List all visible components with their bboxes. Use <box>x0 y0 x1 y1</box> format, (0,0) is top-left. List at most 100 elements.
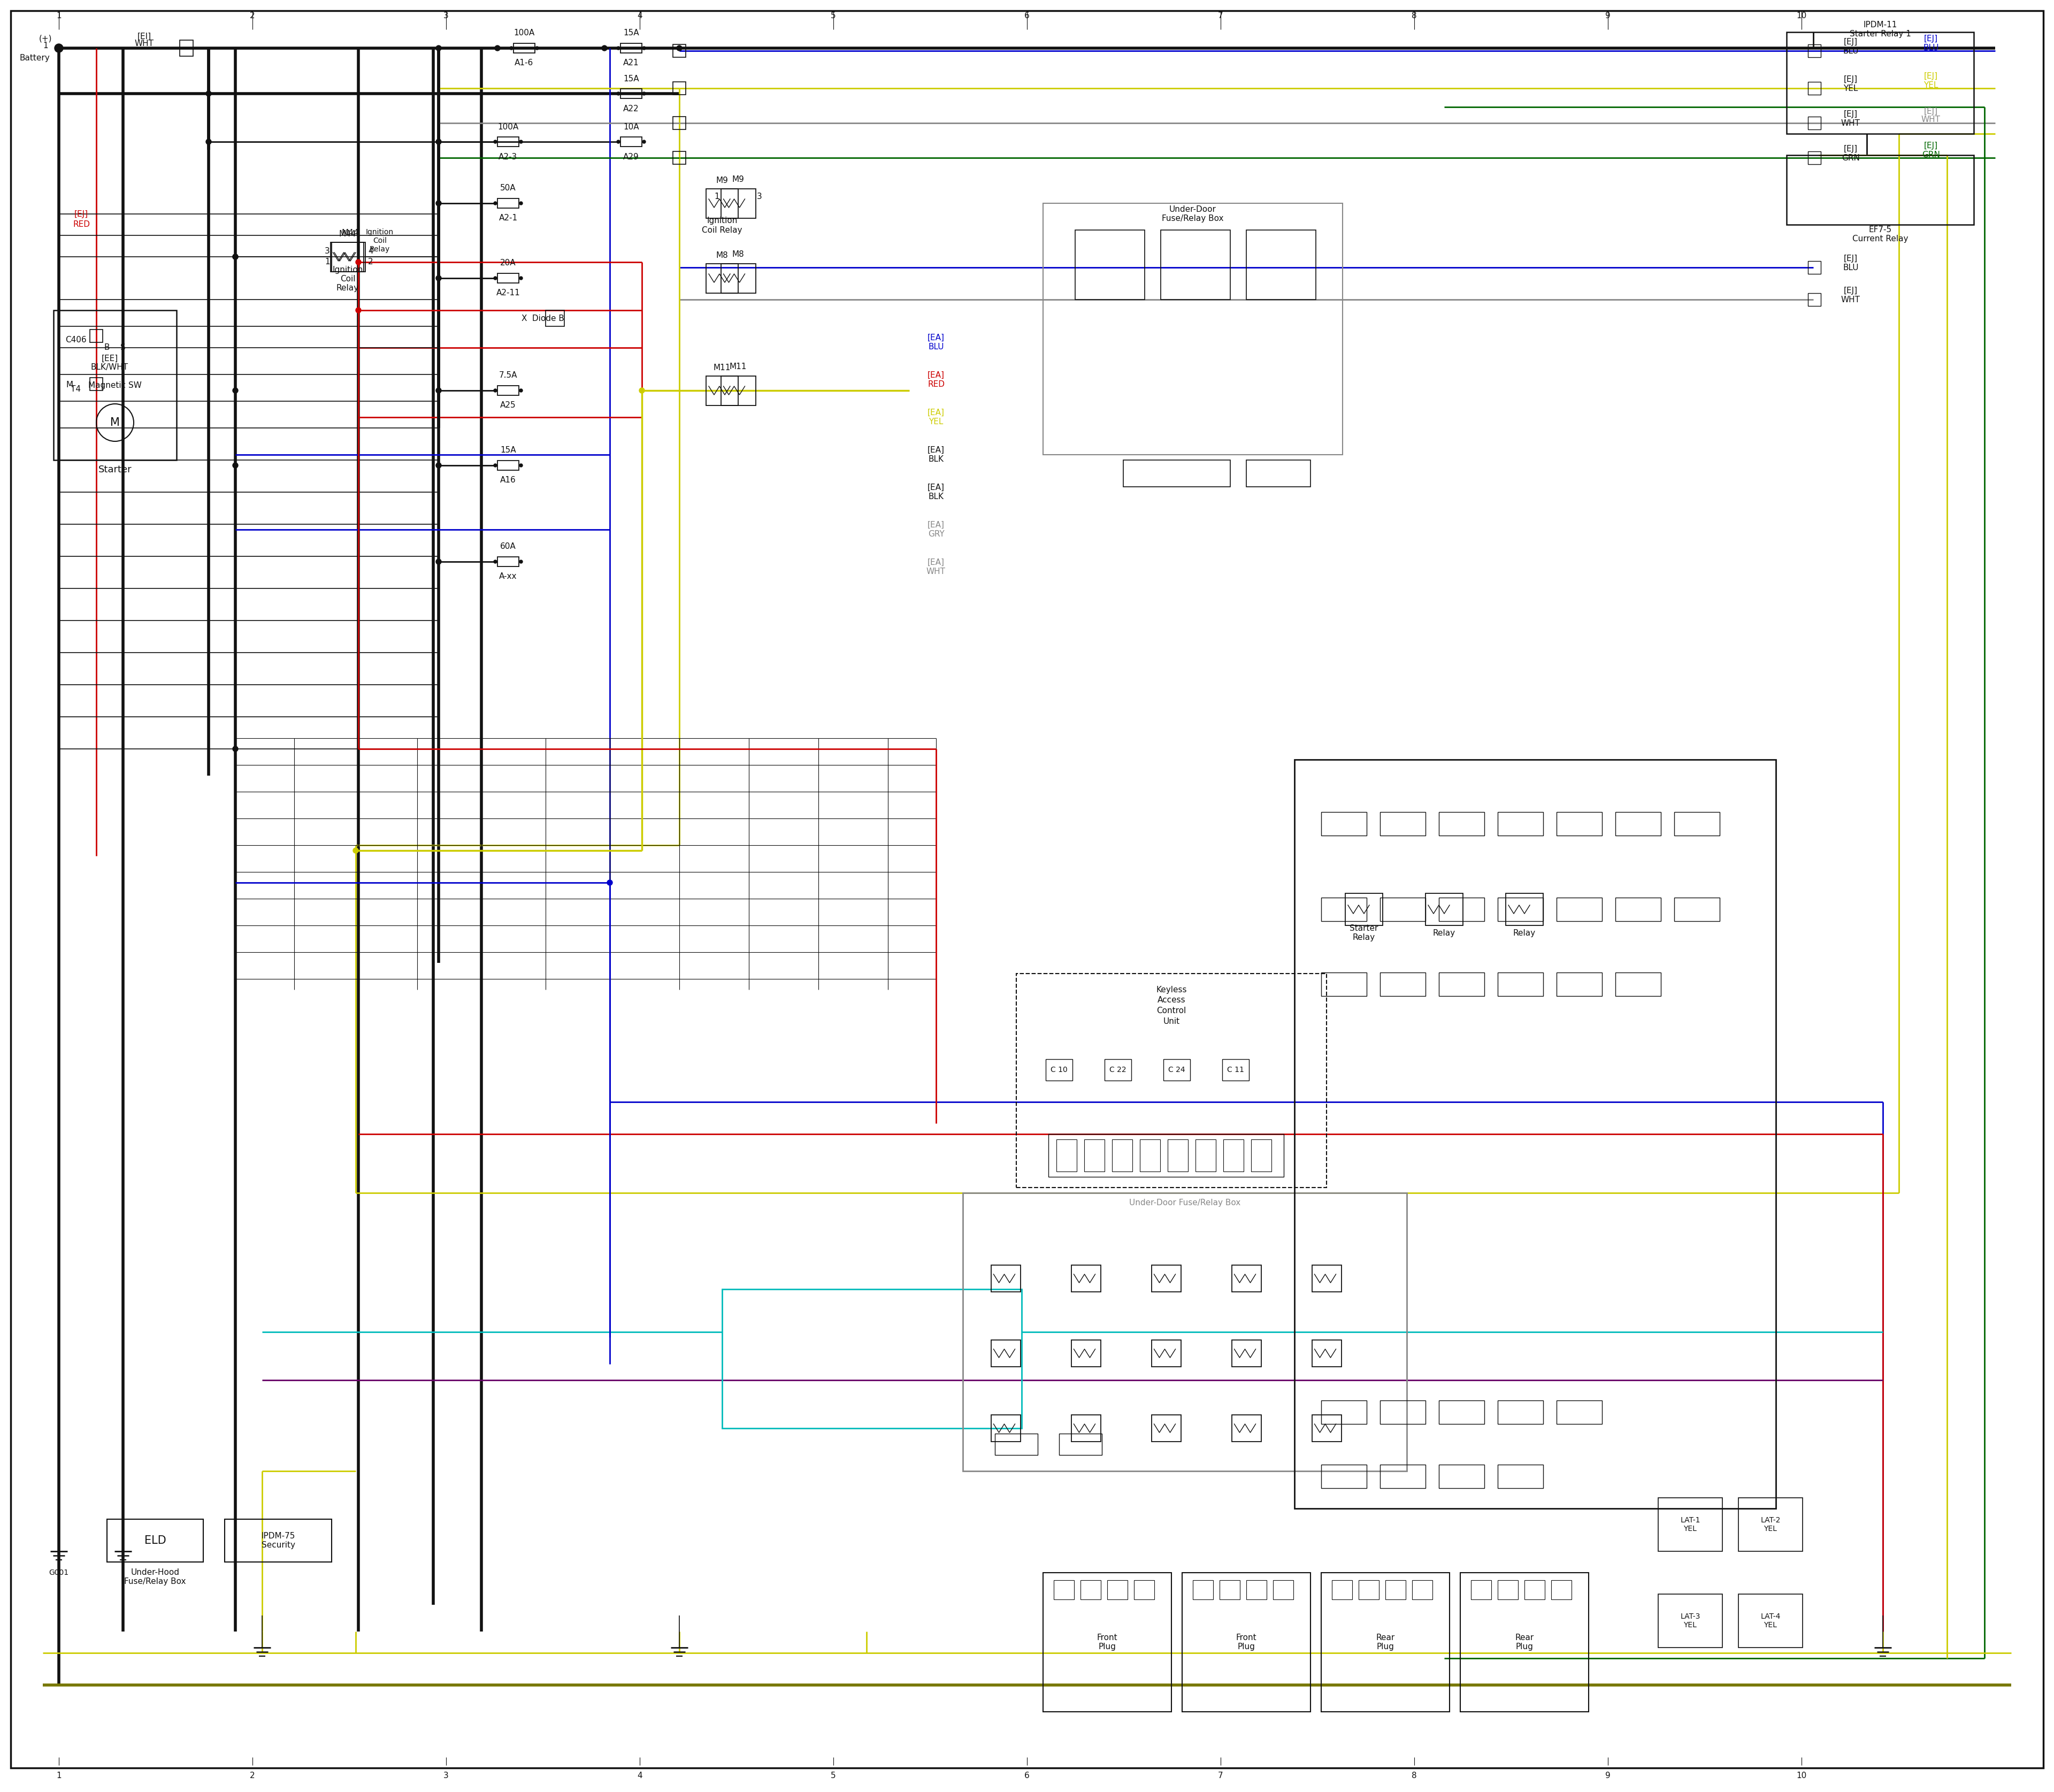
Text: IPDM-11
Starter Relay 1: IPDM-11 Starter Relay 1 <box>1849 22 1910 38</box>
Text: 2: 2 <box>368 258 374 267</box>
Bar <box>1043 1573 1171 1711</box>
Bar <box>1524 1581 1545 1600</box>
Bar <box>90 378 103 391</box>
Text: LAT-3
YEL: LAT-3 YEL <box>1680 1613 1701 1629</box>
Bar <box>1321 973 1366 996</box>
Text: 3: 3 <box>444 1772 448 1779</box>
Bar <box>331 242 366 271</box>
Text: Ignition
Coil Relay: Ignition Coil Relay <box>702 217 741 235</box>
Text: Starter: Starter <box>99 464 131 475</box>
Bar <box>90 330 103 342</box>
Text: C 22: C 22 <box>1109 1066 1126 1073</box>
Bar <box>1497 812 1543 835</box>
Bar <box>1658 1498 1723 1552</box>
Text: [EA]
BLK: [EA] BLK <box>928 446 945 464</box>
Circle shape <box>493 276 497 280</box>
Bar <box>994 1434 1037 1455</box>
Bar <box>1152 1265 1181 1292</box>
Bar <box>1321 812 1366 835</box>
Bar <box>1070 1265 1101 1292</box>
Text: Magnetic SW: Magnetic SW <box>88 382 142 389</box>
Bar <box>1313 1265 1341 1292</box>
Circle shape <box>643 140 645 143</box>
Text: 3: 3 <box>444 13 448 20</box>
Bar <box>707 376 737 405</box>
Text: 9: 9 <box>1606 13 1610 20</box>
Text: Control: Control <box>1156 1007 1187 1014</box>
Bar <box>620 136 641 147</box>
Bar <box>1808 82 1820 95</box>
Bar <box>1152 1340 1181 1367</box>
Bar <box>1658 1595 1723 1647</box>
Circle shape <box>55 43 64 52</box>
Circle shape <box>493 140 497 143</box>
Bar <box>1321 1400 1366 1425</box>
Text: 8: 8 <box>1411 13 1417 20</box>
Bar <box>1251 1140 1271 1172</box>
Text: 10: 10 <box>1797 1772 1808 1779</box>
Text: 100A: 100A <box>514 29 534 38</box>
Bar <box>1060 1434 1101 1455</box>
Circle shape <box>639 387 645 392</box>
Bar <box>674 45 686 57</box>
Text: BLK/WHT: BLK/WHT <box>90 364 129 371</box>
Circle shape <box>493 389 497 392</box>
Bar <box>1471 1581 1491 1600</box>
Circle shape <box>616 140 620 143</box>
Bar <box>1380 973 1425 996</box>
Circle shape <box>435 140 442 145</box>
Circle shape <box>520 464 522 468</box>
Bar <box>1551 1581 1571 1600</box>
Bar <box>1134 1581 1154 1600</box>
Bar <box>1232 1265 1261 1292</box>
Text: WHT: WHT <box>136 39 154 48</box>
Text: ELD: ELD <box>144 1536 166 1546</box>
Text: LAT-1
YEL: LAT-1 YEL <box>1680 1516 1701 1532</box>
Text: C 11: C 11 <box>1226 1066 1245 1073</box>
Text: 9: 9 <box>1606 1772 1610 1779</box>
Text: 50A: 50A <box>501 185 516 192</box>
Text: 10: 10 <box>1797 13 1808 20</box>
Text: EF7-5
Current Relay: EF7-5 Current Relay <box>1853 226 1908 244</box>
Text: (+): (+) <box>39 34 51 43</box>
Bar <box>181 39 193 56</box>
Bar <box>1440 973 1485 996</box>
Bar <box>1440 812 1485 835</box>
Text: [EA]
BLU: [EA] BLU <box>928 333 945 351</box>
Text: M: M <box>66 382 74 389</box>
Bar <box>1413 1581 1432 1600</box>
Bar <box>1193 1581 1214 1600</box>
Bar <box>1380 898 1425 921</box>
Bar <box>497 199 520 208</box>
Text: 1: 1 <box>55 1772 62 1779</box>
Bar <box>1674 812 1719 835</box>
Bar <box>1313 1340 1341 1367</box>
Bar <box>990 1340 1021 1367</box>
Text: [EJ]: [EJ] <box>1925 108 1939 115</box>
Bar <box>1107 1581 1128 1600</box>
Text: Front
Plug: Front Plug <box>1097 1634 1117 1650</box>
Bar <box>990 1416 1021 1441</box>
Bar <box>1674 898 1719 921</box>
Bar <box>1808 294 1820 306</box>
Bar <box>1183 1573 1310 1711</box>
Bar <box>1440 1464 1485 1487</box>
Circle shape <box>435 45 442 50</box>
Text: Keyless: Keyless <box>1156 986 1187 993</box>
Text: M44: M44 <box>339 231 355 238</box>
Text: M11: M11 <box>713 364 731 373</box>
Bar <box>497 385 520 396</box>
Text: 15A: 15A <box>622 75 639 82</box>
Bar <box>674 82 686 95</box>
Bar <box>1161 229 1230 299</box>
Bar <box>1070 1416 1101 1441</box>
Bar <box>620 90 641 99</box>
Bar <box>1787 32 1974 134</box>
Text: C 24: C 24 <box>1169 1066 1185 1073</box>
Bar <box>1738 1498 1803 1552</box>
Text: M8: M8 <box>731 251 744 258</box>
Text: 7.5A: 7.5A <box>499 371 518 380</box>
Bar <box>1140 1140 1161 1172</box>
Bar <box>1506 894 1543 925</box>
Text: LAT-4
YEL: LAT-4 YEL <box>1760 1613 1781 1629</box>
